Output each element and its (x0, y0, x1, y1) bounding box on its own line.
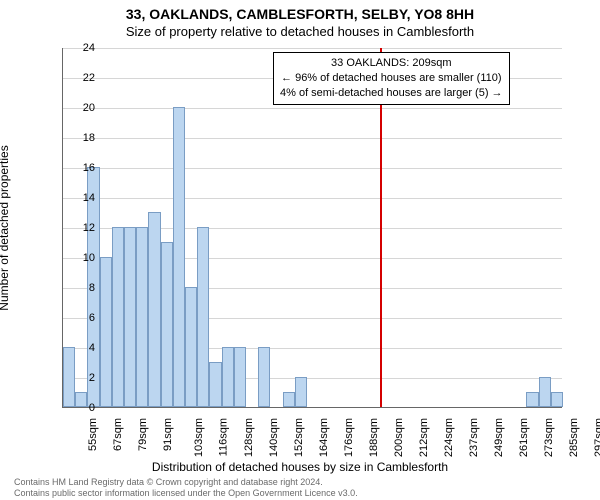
y-tick-label: 6 (65, 312, 95, 324)
annotation-line-2: ← 96% of detached houses are smaller (11… (280, 71, 503, 86)
y-tick-label: 24 (65, 42, 95, 54)
footer-line-2: Contains public sector information licen… (14, 488, 358, 498)
x-tick-label: 200sqm (393, 418, 405, 457)
y-tick-label: 16 (65, 162, 95, 174)
x-tick-label: 116sqm (217, 418, 229, 456)
histogram-bar (295, 377, 307, 407)
histogram-bar (173, 107, 185, 407)
y-tick-label: 12 (65, 222, 95, 234)
gridline (63, 48, 562, 49)
footer-line-1: Contains HM Land Registry data © Crown c… (14, 477, 358, 487)
gridline (63, 168, 562, 169)
y-tick-label: 8 (65, 282, 95, 294)
x-tick-label: 152sqm (293, 418, 305, 457)
x-tick-label: 188sqm (368, 418, 380, 457)
x-tick-label: 273sqm (543, 418, 555, 457)
x-tick-label: 55sqm (87, 418, 99, 451)
histogram-bar (526, 392, 538, 407)
y-tick-label: 14 (65, 192, 95, 204)
x-tick-label: 224sqm (443, 418, 455, 457)
x-tick-label: 79sqm (137, 418, 149, 451)
histogram-bar (161, 242, 173, 407)
y-tick-label: 0 (65, 402, 95, 414)
histogram-bar (185, 287, 197, 407)
x-tick-label: 67sqm (112, 418, 124, 451)
y-tick-label: 10 (65, 252, 95, 264)
histogram-bar (209, 362, 221, 407)
x-tick-label: 91sqm (162, 418, 174, 451)
histogram-bar (124, 227, 136, 407)
y-tick-label: 4 (65, 342, 95, 354)
y-tick-label: 2 (65, 372, 95, 384)
plot-area: 33 OAKLANDS: 209sqm← 96% of detached hou… (62, 48, 562, 408)
x-tick-label: 212sqm (418, 418, 430, 457)
gridline (63, 198, 562, 199)
histogram-bar (551, 392, 563, 407)
gridline (63, 108, 562, 109)
histogram-bar (148, 212, 160, 407)
y-tick-label: 18 (65, 132, 95, 144)
x-tick-label: 176sqm (343, 418, 355, 457)
x-tick-label: 261sqm (518, 418, 530, 457)
chart-subtitle: Size of property relative to detached ho… (0, 24, 600, 39)
gridline (63, 138, 562, 139)
annotation-line-3: 4% of semi-detached houses are larger (5… (280, 86, 503, 101)
y-tick-label: 22 (65, 72, 95, 84)
x-tick-label: 285sqm (568, 418, 580, 457)
x-tick-label: 237sqm (468, 418, 480, 457)
histogram-bar (283, 392, 295, 407)
footer-attribution: Contains HM Land Registry data © Crown c… (14, 477, 358, 498)
x-tick-label: 128sqm (243, 418, 255, 457)
y-axis-label: Number of detached properties (0, 145, 11, 310)
property-size-chart: 33, OAKLANDS, CAMBLESFORTH, SELBY, YO8 8… (0, 0, 600, 500)
histogram-bar (539, 377, 551, 407)
histogram-bar (197, 227, 209, 407)
annotation-line-1: 33 OAKLANDS: 209sqm (280, 56, 503, 71)
histogram-bar (100, 257, 112, 407)
x-tick-label: 297sqm (593, 418, 600, 457)
x-tick-label: 140sqm (268, 418, 280, 457)
x-tick-label: 103sqm (193, 418, 205, 457)
x-tick-label: 249sqm (493, 418, 505, 457)
histogram-bar (258, 347, 270, 407)
y-tick-label: 20 (65, 102, 95, 114)
x-tick-label: 164sqm (318, 418, 330, 457)
histogram-bar (222, 347, 234, 407)
x-axis-label: Distribution of detached houses by size … (0, 460, 600, 474)
histogram-bar (112, 227, 124, 407)
chart-title: 33, OAKLANDS, CAMBLESFORTH, SELBY, YO8 8… (0, 6, 600, 22)
histogram-bar (136, 227, 148, 407)
annotation-box: 33 OAKLANDS: 209sqm← 96% of detached hou… (273, 52, 510, 105)
histogram-bar (234, 347, 246, 407)
